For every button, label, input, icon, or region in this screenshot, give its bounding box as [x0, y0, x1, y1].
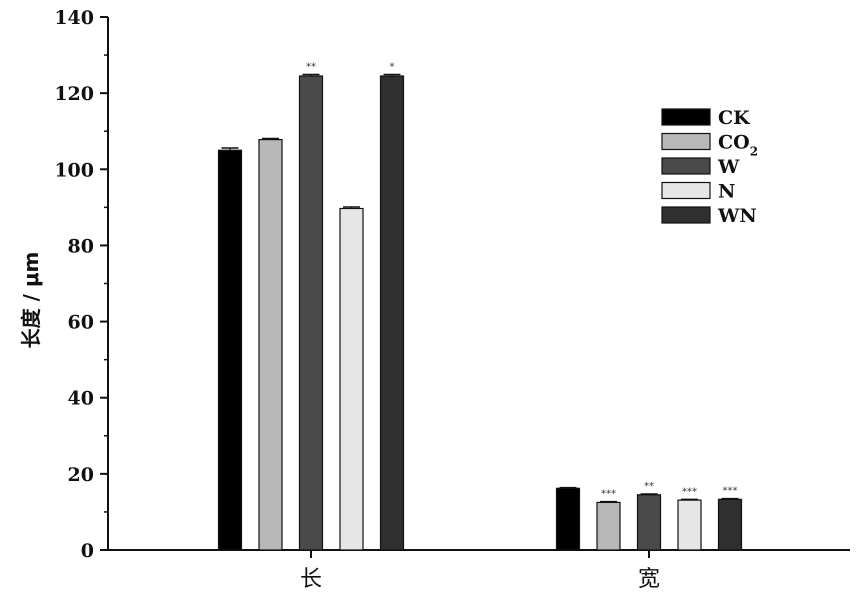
bar	[339, 207, 364, 551]
y-tick-label: 140	[54, 7, 94, 29]
bar	[379, 75, 405, 551]
legend-label: CO2	[718, 132, 758, 159]
bar	[258, 138, 283, 551]
bar	[677, 499, 702, 551]
y-tick-label: 100	[54, 159, 94, 181]
legend-swatch	[661, 181, 711, 200]
y-tick-label: 120	[54, 83, 94, 105]
bar	[217, 149, 243, 551]
y-tick-label: 20	[68, 464, 94, 486]
x-axis	[108, 549, 850, 558]
bar	[596, 501, 621, 551]
x-tick-label: 长	[300, 567, 322, 592]
legend-label: N	[718, 181, 735, 203]
significance-mark: ***	[601, 489, 616, 500]
y-tick-label: 80	[68, 235, 94, 257]
bar	[636, 494, 662, 551]
legend-label: CK	[718, 107, 751, 129]
legend-label: WN	[717, 205, 757, 227]
legend-swatch	[661, 132, 711, 151]
significance-mark: *	[390, 61, 395, 72]
y-axis: 0 20 40 60 80 100 120 140	[54, 7, 109, 562]
legend-swatch	[661, 206, 711, 224]
bars	[217, 73, 743, 551]
y-axis-label: 长度 / μm	[19, 252, 43, 349]
legend-swatch	[661, 108, 711, 126]
bar	[298, 75, 324, 551]
significance-marks: ** ****** *** ***	[306, 61, 738, 499]
bar	[717, 498, 743, 551]
y-tick-label: 60	[68, 312, 94, 334]
significance-mark: ***	[682, 486, 697, 497]
significance-mark: **	[306, 61, 316, 72]
x-tick-label: 宽	[638, 567, 660, 592]
bar	[555, 487, 581, 551]
y-tick-label: 0	[81, 540, 94, 562]
category-labels: 长宽	[300, 567, 660, 592]
legend-swatch	[661, 157, 711, 175]
y-tick-label: 40	[68, 388, 94, 410]
significance-mark: ***	[723, 486, 738, 497]
legend-label: W	[717, 156, 740, 178]
significance-mark: **	[644, 481, 654, 492]
